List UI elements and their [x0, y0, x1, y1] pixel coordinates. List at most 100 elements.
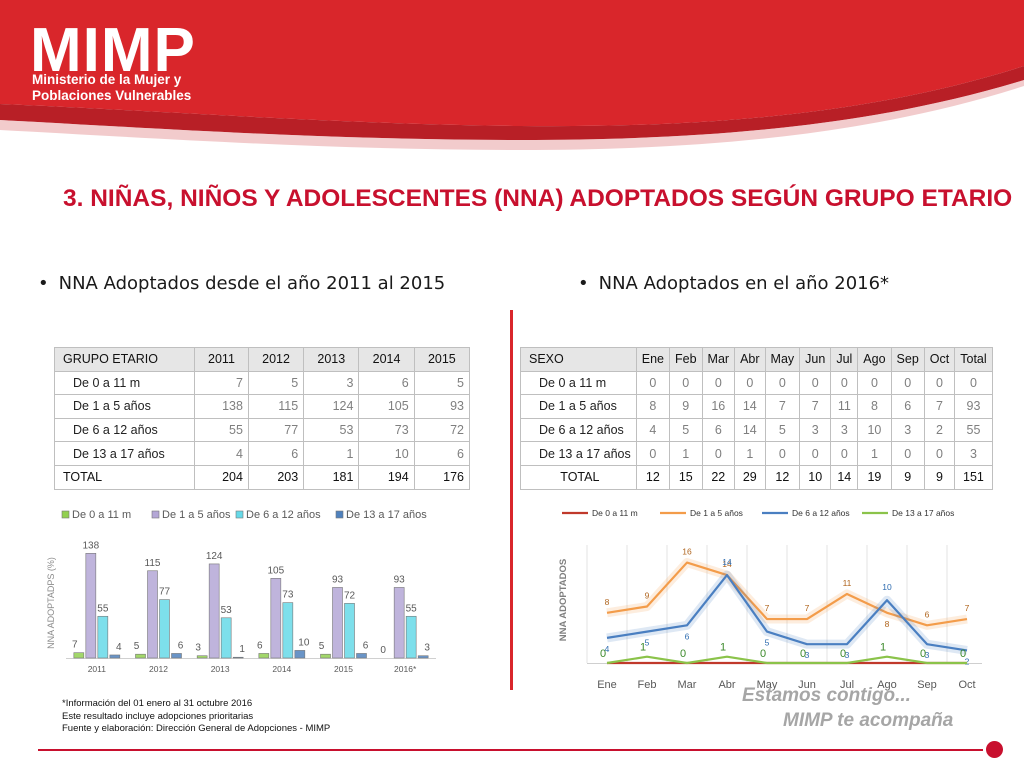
bar [294, 650, 306, 659]
point-data-label: 10 [882, 582, 892, 592]
table-cell: 0 [830, 441, 859, 466]
point-data-label: 3 [925, 650, 930, 660]
bar [356, 653, 367, 659]
legend-label: De 1 a 5 años [690, 508, 743, 518]
bar-data-label: 55 [97, 603, 109, 614]
point-data-label: 11 [843, 578, 852, 588]
bar [109, 654, 121, 659]
point-data-label: 0 [920, 648, 926, 660]
col-header: May [764, 347, 801, 372]
header-wave [0, 0, 1024, 150]
total-row: TOTAL 204 203 181 194 176 [54, 464, 471, 490]
legend-swatch [235, 510, 244, 519]
table-row: De 6 a 12 años 4 5 6 14 5 3 3 10 3 2 55 [520, 417, 993, 443]
bar [332, 587, 343, 659]
legend-label: De 13 a 17 años [346, 509, 427, 521]
table-cell: 8 [857, 394, 892, 419]
point-data-label: 2 [965, 656, 970, 666]
point-data-label: 14 [722, 559, 732, 569]
legend-label: De 0 a 11 m [72, 509, 131, 521]
table-cell: 0 [764, 441, 801, 466]
bar-data-label: 93 [332, 574, 344, 585]
table-header-row: SEXO Ene Feb Mar Abr May Jun Jul Ago Sep Oct Total [520, 347, 993, 372]
bar-data-label: 3 [195, 643, 201, 654]
table-cell: 73 [358, 417, 415, 443]
col-header: 2013 [303, 347, 360, 372]
bar-data-label: 115 [145, 558, 161, 569]
x-tick-label: 2012 [149, 664, 168, 674]
col-header: 2011 [194, 347, 249, 372]
table-cell: 4 [194, 441, 249, 466]
bar-data-label: 3 [424, 643, 430, 654]
row-label: De 0 a 11 m [54, 370, 195, 396]
bar [73, 652, 85, 659]
col-header: 2014 [358, 347, 415, 372]
table-cell: 55 [194, 417, 249, 443]
row-label: De 1 a 5 años [54, 394, 195, 419]
x-tick-label: 2015 [334, 664, 353, 674]
table-row: De 1 a 5 años 138 115 124 105 93 [54, 394, 471, 419]
table-cell: 0 [799, 441, 832, 466]
table-cell: 105 [358, 394, 415, 419]
row-label: De 0 a 11 m [520, 370, 637, 396]
table-cell: 7 [799, 394, 832, 419]
bullet-left-text: NNA Adoptados desde el año 2011 al 2015 [58, 273, 446, 294]
total-cell: 151 [954, 464, 993, 490]
bar [270, 578, 282, 659]
table-cell: 6 [413, 441, 471, 466]
table-cell: 0 [799, 370, 832, 396]
total-cell: 9 [923, 464, 956, 490]
bar-data-label: 6 [178, 640, 184, 651]
table-cell: 0 [923, 441, 956, 466]
point-data-label: 0 [960, 648, 966, 660]
table-cell: 5 [669, 417, 703, 443]
total-cell: 204 [194, 464, 249, 490]
point-data-label: 0 [760, 648, 766, 660]
total-cell: 12 [635, 464, 671, 490]
page-title: 3. NIÑAS, NIÑOS Y ADOLESCENTES (NNA) ADO… [63, 185, 1013, 212]
table-cell: 0 [669, 370, 703, 396]
legend-item: De 0 a 11 m [562, 508, 638, 518]
table-row: De 13 a 17 años 4 6 1 10 6 [54, 441, 471, 466]
bar [393, 587, 405, 659]
table-cell: 4 [635, 417, 671, 443]
bullet-left: • NNA Adoptados desde el año 2011 al 2015 [38, 273, 446, 294]
total-cell: 29 [734, 464, 766, 490]
bar-data-label: 6 [257, 640, 263, 651]
table-2016: SEXO Ene Feb Mar Abr May Jun Jul Ago Sep Oct Total … [520, 347, 993, 490]
table-cell: 6 [247, 441, 305, 466]
table-cell: 1 [734, 441, 766, 466]
table-cell: 0 [830, 370, 859, 396]
row-label: De 13 a 17 años [54, 441, 195, 466]
tagline-line2: MIMP te acompaña [783, 710, 954, 731]
y-axis-label: NNA ADOPTADOS [558, 559, 569, 642]
table-cell: 3 [890, 417, 925, 443]
line-chart-2016: De 0 a 11 m De 1 a 5 años De 6 a 12 años De… [558, 508, 982, 691]
table-cell: 6 [358, 370, 415, 396]
bar [405, 615, 417, 659]
bar-data-label: 138 [82, 540, 99, 551]
legend-item: De 6 a 12 años [762, 508, 850, 518]
bar [220, 617, 232, 659]
point-data-label: 1 [720, 642, 726, 654]
total-row: TOTAL 12 15 22 29 12 10 14 19 9 9 151 [520, 464, 993, 490]
table-cell: 8 [635, 394, 671, 419]
table-cell: 14 [734, 417, 766, 443]
total-cell: 10 [799, 464, 832, 490]
total-cell: 181 [303, 464, 360, 490]
table-cell: 5 [247, 370, 305, 396]
point-data-label: 7 [765, 603, 770, 613]
series-line [606, 574, 968, 652]
table-cell: 138 [194, 394, 249, 419]
bar-data-label: 124 [206, 551, 223, 562]
bar [85, 553, 97, 659]
bar [320, 653, 331, 659]
table-cell: 0 [734, 370, 766, 396]
row-label: De 6 a 12 años [520, 417, 637, 443]
legend-item: De 0 a 11 m [61, 509, 131, 521]
point-data-label: 0 [800, 648, 806, 660]
col-header: Total [954, 347, 993, 372]
table-cell: 124 [303, 394, 360, 419]
bar-chart-2011-2016: De 0 a 11 m De 1 a 5 años De 6 a 12 años De… [46, 509, 436, 674]
